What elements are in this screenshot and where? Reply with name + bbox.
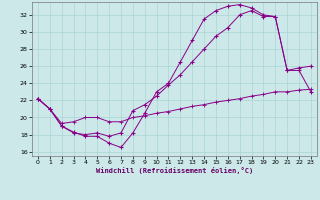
X-axis label: Windchill (Refroidissement éolien,°C): Windchill (Refroidissement éolien,°C) [96,167,253,174]
